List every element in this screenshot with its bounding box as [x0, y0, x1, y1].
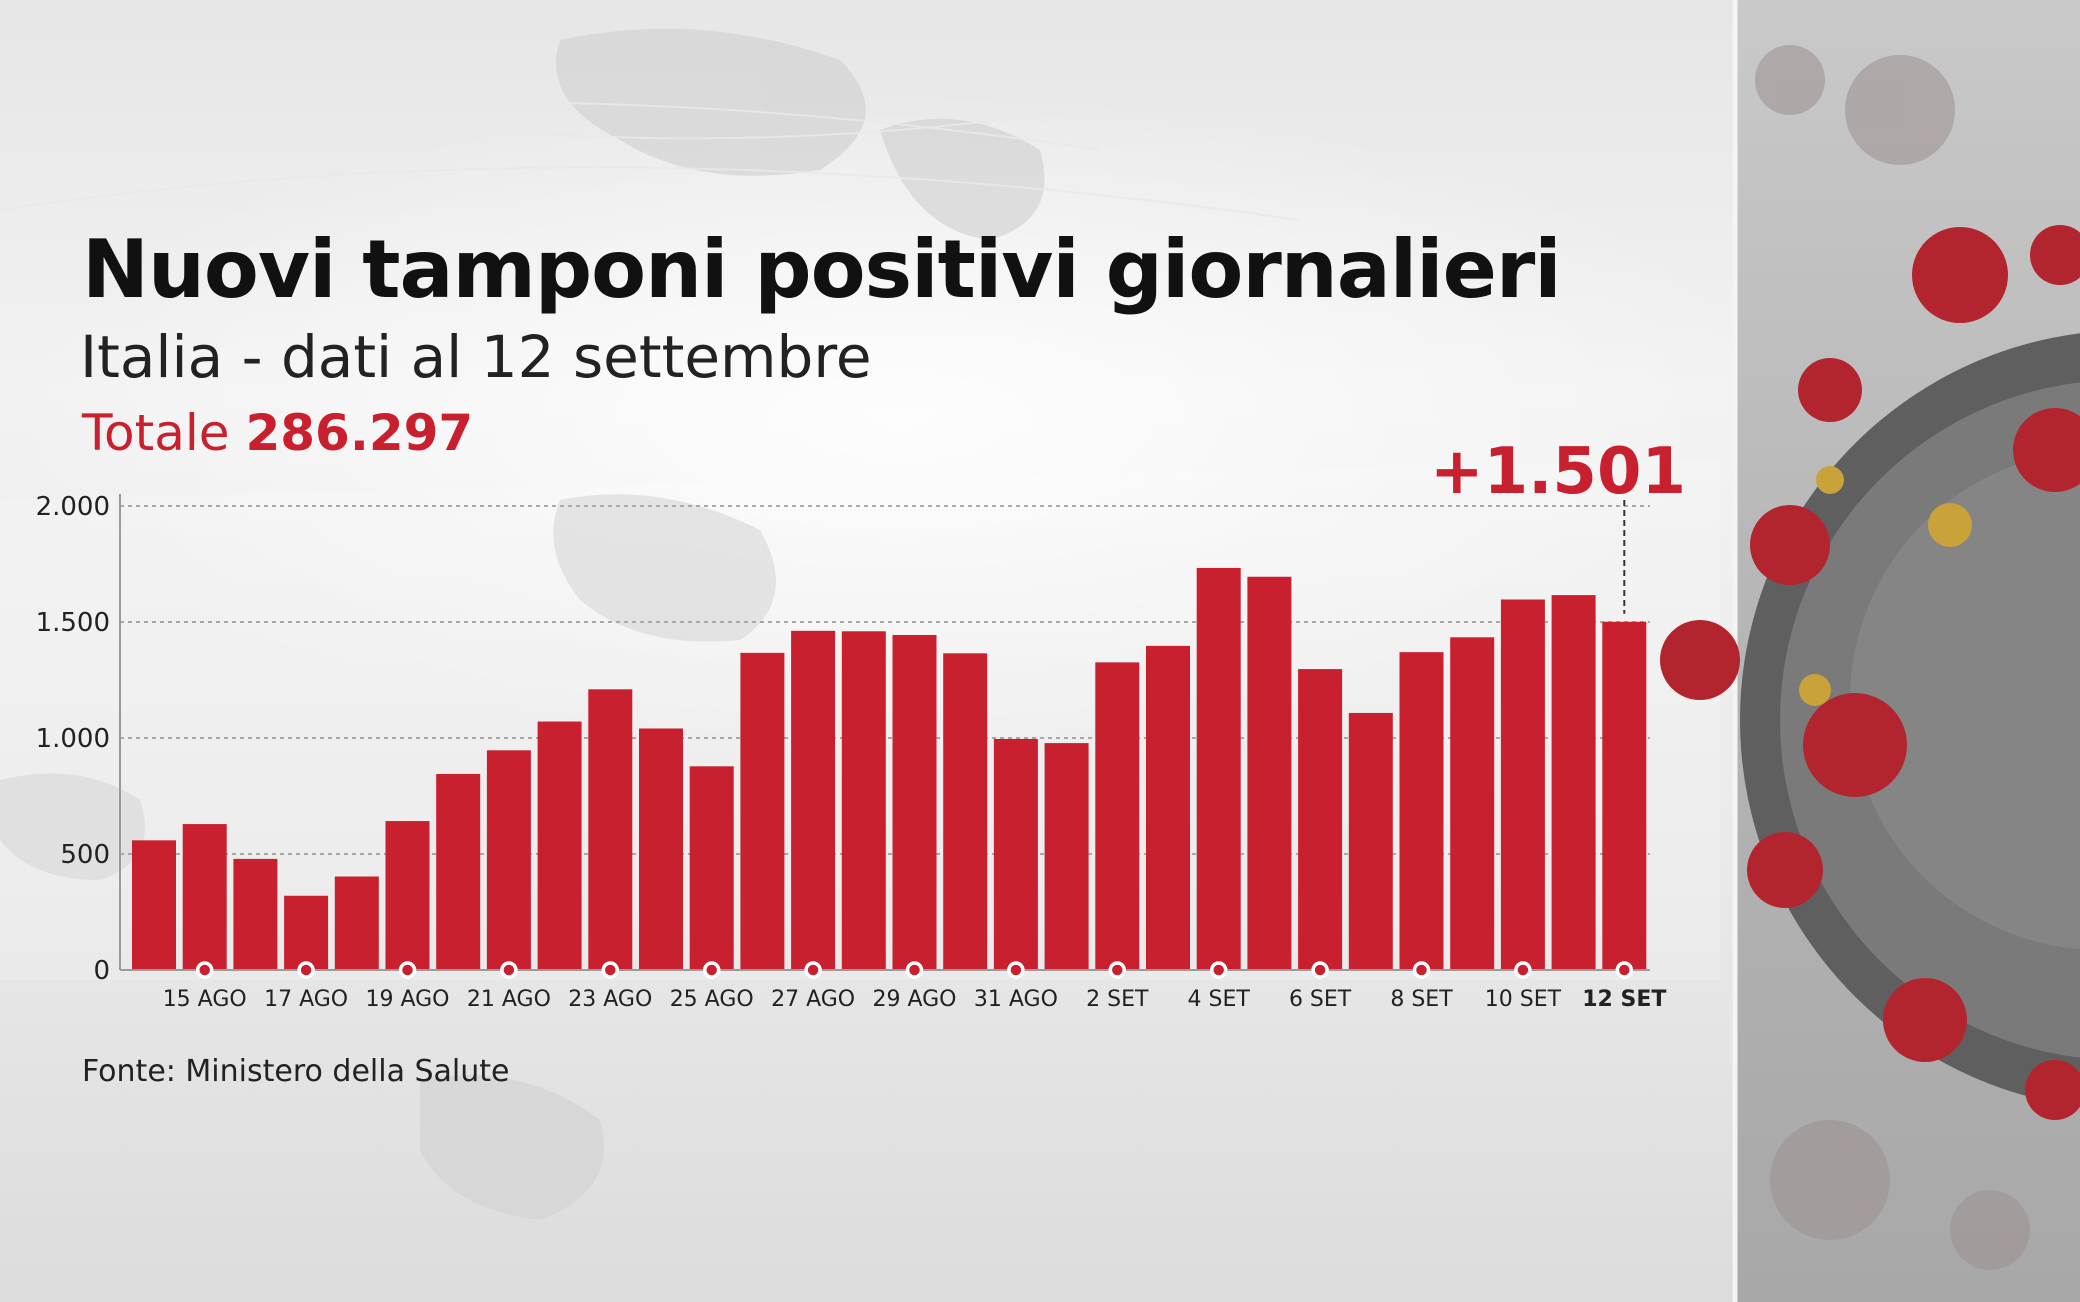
x-tick-label: 31 AGO	[974, 987, 1058, 1012]
x-tick-label: 4 SET	[1188, 987, 1251, 1012]
bar	[385, 821, 430, 970]
x-tick-label: 19 AGO	[365, 987, 449, 1012]
bar	[1602, 621, 1647, 970]
bar	[132, 840, 176, 970]
virus-illustration	[1660, 45, 2080, 1270]
bar	[1146, 645, 1190, 970]
bar	[1095, 662, 1140, 970]
bar	[233, 858, 278, 970]
x-tick-label: 12 SET	[1582, 987, 1666, 1012]
callout-value: +1.501	[1430, 435, 1686, 509]
bar	[1348, 712, 1393, 970]
bar	[1196, 567, 1241, 970]
bar	[993, 738, 1038, 970]
bar	[284, 895, 329, 970]
tick-marker	[1412, 961, 1431, 979]
bar	[486, 750, 531, 970]
total-value: 286.297	[245, 404, 474, 462]
y-tick-label: 0	[93, 956, 110, 986]
x-tick-label: 8 SET	[1390, 987, 1453, 1012]
y-tick-label: 1.500	[36, 608, 110, 638]
tick-marker	[905, 961, 924, 979]
tick-marker	[1209, 961, 1228, 979]
bar	[436, 773, 481, 970]
bar	[1500, 599, 1545, 970]
tick-marker	[1311, 961, 1329, 979]
bar	[334, 876, 379, 970]
bar	[639, 728, 683, 970]
tick-marker	[1514, 961, 1532, 979]
tick-marker	[195, 961, 214, 979]
x-tick-label: 23 AGO	[568, 987, 652, 1012]
total-summary: Totale 286.297	[82, 403, 473, 463]
x-tick-label: 6 SET	[1289, 987, 1352, 1012]
source-note: Fonte: Ministero della Salute	[82, 1054, 510, 1089]
x-tick-label: 2 SET	[1086, 987, 1149, 1012]
tick-marker	[398, 961, 417, 979]
bar	[689, 766, 734, 970]
tick-marker	[702, 961, 721, 979]
tick-marker	[297, 961, 315, 979]
bar	[740, 652, 785, 970]
x-tick-label: 27 AGO	[771, 987, 855, 1012]
y-tick-label: 1.000	[36, 724, 110, 754]
tick-marker	[1007, 961, 1025, 979]
bar	[1298, 669, 1343, 970]
chart-subtitle: Italia - dati al 12 settembre	[80, 323, 872, 391]
tick-marker	[804, 961, 822, 979]
bar	[841, 631, 886, 970]
chart-title: Nuovi tamponi positivi giornalieri	[82, 223, 1562, 316]
bar	[1044, 743, 1089, 970]
bar	[1450, 637, 1495, 970]
bar	[182, 824, 227, 970]
bar	[943, 653, 988, 970]
x-tick-label: 15 AGO	[163, 987, 247, 1012]
total-label: Totale	[82, 404, 230, 462]
x-tick-label: 25 AGO	[670, 987, 754, 1012]
bar	[1551, 595, 1596, 970]
tick-marker	[1615, 961, 1634, 979]
bar	[537, 721, 582, 970]
bar	[1399, 652, 1444, 970]
tick-marker	[1108, 961, 1127, 979]
bar	[892, 634, 937, 970]
x-tick-label: 21 AGO	[467, 987, 551, 1012]
tick-marker	[601, 961, 620, 979]
y-tick-label: 2.000	[36, 492, 110, 522]
x-tick-label: 10 SET	[1485, 987, 1562, 1012]
x-tick-label: 17 AGO	[264, 987, 348, 1012]
tick-marker	[500, 961, 518, 979]
bar	[588, 689, 633, 970]
x-tick-label: 29 AGO	[872, 987, 956, 1012]
y-tick-label: 500	[60, 840, 110, 870]
bar	[1247, 576, 1292, 970]
bar	[791, 630, 836, 970]
